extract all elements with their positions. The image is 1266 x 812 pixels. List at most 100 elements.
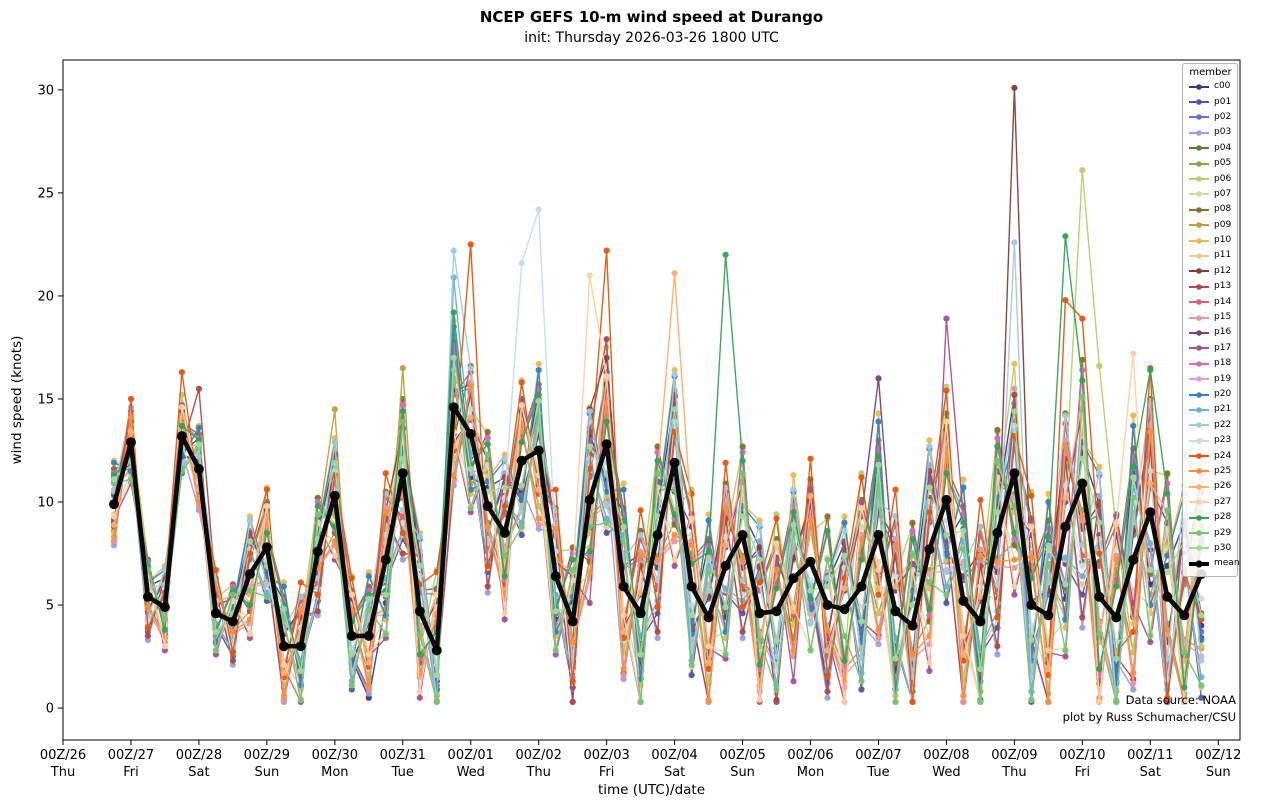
member-p25-marker bbox=[1130, 669, 1137, 677]
ensemble-mean-marker bbox=[873, 530, 884, 540]
member-p24-marker bbox=[297, 579, 304, 586]
member-p25-marker bbox=[773, 566, 780, 574]
member-p27-marker bbox=[1028, 523, 1035, 530]
ensemble-mean-marker bbox=[346, 630, 357, 641]
member-p29-marker bbox=[977, 698, 984, 706]
member-p24-marker bbox=[1028, 492, 1035, 499]
member-p10-marker bbox=[1011, 360, 1018, 367]
legend-sample-p11 bbox=[1189, 253, 1209, 259]
member-p29-marker bbox=[433, 698, 440, 706]
member-p17-marker bbox=[1147, 639, 1154, 646]
member-p28-marker bbox=[671, 511, 678, 518]
member-p29-marker bbox=[1147, 632, 1154, 640]
member-p29-marker bbox=[484, 451, 491, 458]
member-p24-marker bbox=[467, 241, 474, 248]
member-p28-marker bbox=[1130, 463, 1137, 471]
member-p25-marker bbox=[382, 509, 389, 516]
member-p28-marker bbox=[1045, 533, 1052, 541]
member-p27-marker bbox=[603, 373, 610, 380]
legend-label: p08 bbox=[1214, 204, 1232, 215]
legend-item-p04: p04 bbox=[1188, 141, 1233, 156]
member-p29-marker bbox=[1079, 393, 1086, 400]
member-p08-marker bbox=[705, 536, 712, 543]
member-p25-marker bbox=[552, 525, 559, 532]
member-p28-marker bbox=[603, 418, 610, 425]
legend-item-p07: p07 bbox=[1188, 187, 1233, 202]
member-p29-marker bbox=[416, 630, 423, 638]
member-p30-marker bbox=[1062, 581, 1069, 588]
member-p29-marker bbox=[994, 457, 1001, 464]
member-p26-marker bbox=[467, 414, 474, 421]
ensemble-mean-marker bbox=[499, 527, 510, 538]
member-p15-marker bbox=[1062, 437, 1069, 444]
member-p25-marker bbox=[977, 552, 984, 559]
member-p28-marker bbox=[790, 509, 797, 516]
member-p26-marker bbox=[960, 651, 967, 658]
member-p30-marker bbox=[858, 618, 865, 625]
ensemble-mean-marker bbox=[278, 641, 289, 652]
member-p30-marker bbox=[773, 637, 780, 644]
member-p30-marker bbox=[739, 513, 746, 520]
member-p29-marker bbox=[314, 511, 321, 518]
ensemble-mean-marker bbox=[703, 612, 714, 623]
member-p26-marker bbox=[365, 659, 372, 666]
member-p24-marker bbox=[518, 379, 525, 386]
member-p24-marker bbox=[773, 515, 780, 522]
member-p26-marker bbox=[110, 521, 118, 528]
legend-sample-p18 bbox=[1189, 360, 1209, 367]
member-p20-marker bbox=[1130, 422, 1137, 429]
legend-sample-p06 bbox=[1189, 176, 1209, 182]
member-p22-marker bbox=[297, 593, 304, 600]
member-p21-marker bbox=[943, 583, 950, 590]
member-p30-marker bbox=[620, 523, 627, 530]
member-p27-marker bbox=[841, 698, 848, 706]
member-p24-marker bbox=[484, 562, 491, 570]
member-p29-marker bbox=[654, 470, 661, 477]
member-p29-marker bbox=[365, 606, 372, 613]
member-p28-marker bbox=[416, 651, 423, 658]
member-p08-marker bbox=[739, 443, 746, 450]
member-p24-marker bbox=[501, 503, 508, 510]
member-p18-marker bbox=[994, 435, 1001, 442]
member-p27-marker bbox=[671, 556, 678, 563]
member-p28-marker bbox=[824, 527, 831, 534]
legend-label: p18 bbox=[1214, 358, 1232, 369]
legend-item-p19: p19 bbox=[1188, 371, 1233, 386]
member-p30-marker bbox=[433, 672, 440, 679]
member-p18-marker bbox=[1079, 367, 1086, 374]
member-p22-marker bbox=[671, 371, 678, 378]
member-p21-marker bbox=[1062, 554, 1069, 561]
member-p23-marker bbox=[467, 406, 474, 413]
member-p30-marker bbox=[892, 655, 899, 662]
member-p25-marker bbox=[144, 604, 151, 611]
member-p29-marker bbox=[1113, 698, 1120, 706]
ensemble-mean-marker bbox=[992, 527, 1003, 538]
legend-item-p06: p06 bbox=[1188, 171, 1233, 186]
ensemble-mean-marker bbox=[924, 544, 935, 555]
legend-sample-p26 bbox=[1189, 484, 1209, 490]
member-p22-marker bbox=[1198, 657, 1205, 664]
ensemble-mean-marker bbox=[516, 455, 527, 466]
member-p28-marker bbox=[263, 529, 270, 537]
member-p28-marker bbox=[1096, 665, 1103, 673]
legend-item-p10: p10 bbox=[1188, 233, 1233, 248]
data-source-annotation: Data source: NOAA plot by Russ Schumache… bbox=[1063, 692, 1236, 725]
legend-label: p16 bbox=[1214, 327, 1232, 338]
member-p29-marker bbox=[229, 591, 236, 598]
member-p30-marker bbox=[1028, 637, 1035, 644]
member-p26-marker bbox=[926, 585, 933, 592]
member-p22-marker bbox=[246, 517, 253, 524]
member-p30-marker bbox=[977, 665, 984, 673]
x-tick-label-day: Sat bbox=[664, 765, 685, 780]
ensemble-mean-marker bbox=[380, 554, 391, 565]
ensemble-mean-marker bbox=[533, 445, 544, 456]
member-p17-marker bbox=[586, 599, 593, 607]
member-p30-marker bbox=[110, 476, 118, 483]
member-p27-marker bbox=[263, 503, 270, 510]
member-p24-marker bbox=[807, 455, 814, 462]
ensemble-mean-marker bbox=[482, 501, 493, 512]
ensemble-mean-marker bbox=[159, 602, 170, 613]
ensemble-mean-marker bbox=[669, 457, 680, 468]
member-p24-marker bbox=[246, 550, 253, 557]
member-p28-marker bbox=[909, 536, 916, 543]
